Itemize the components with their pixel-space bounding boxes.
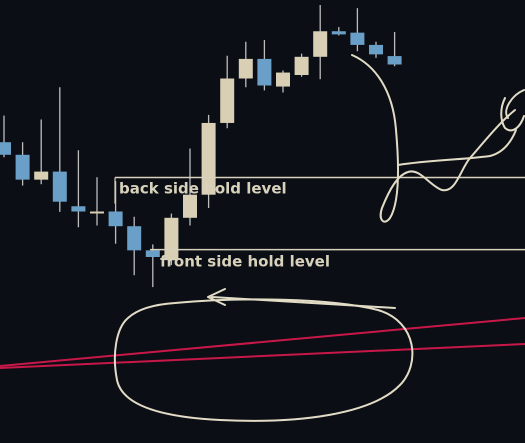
bearish-candle xyxy=(369,44,383,55)
bullish-candle xyxy=(183,194,197,218)
bullish-candle xyxy=(34,171,49,180)
bearish-candle xyxy=(145,250,160,257)
bearish-candle xyxy=(0,142,11,155)
bullish-candle xyxy=(294,56,309,75)
bearish-candle xyxy=(387,56,402,65)
bearish-candle xyxy=(52,171,67,202)
bearish-candle xyxy=(71,206,86,212)
front-side-hold-level-label: front side hold level xyxy=(160,253,330,271)
bearish-candle xyxy=(15,154,30,180)
bullish-candle xyxy=(238,58,253,79)
bearish-candle xyxy=(257,58,272,86)
bearish-candle xyxy=(331,31,346,35)
hand-drawn-scribble-annotation xyxy=(500,89,525,132)
hand-drawn-arch-annotation xyxy=(351,54,516,223)
candles-group xyxy=(0,5,402,288)
bearish-candle xyxy=(350,32,365,45)
hand-drawn-curve-annotation xyxy=(397,129,517,166)
bullish-candle xyxy=(276,72,290,87)
bearish-candle xyxy=(127,226,142,251)
hand-drawn-arrow-annotation xyxy=(207,288,396,309)
trendline-lower xyxy=(0,343,525,369)
bullish-candle xyxy=(313,31,328,57)
bullish-candle xyxy=(90,211,104,214)
back-side-hold-level-label: back side hold level xyxy=(119,180,287,198)
bullish-candle xyxy=(201,122,216,195)
bullish-candle xyxy=(220,78,235,123)
bearish-candle xyxy=(108,211,123,227)
trendline-upper xyxy=(0,317,525,367)
